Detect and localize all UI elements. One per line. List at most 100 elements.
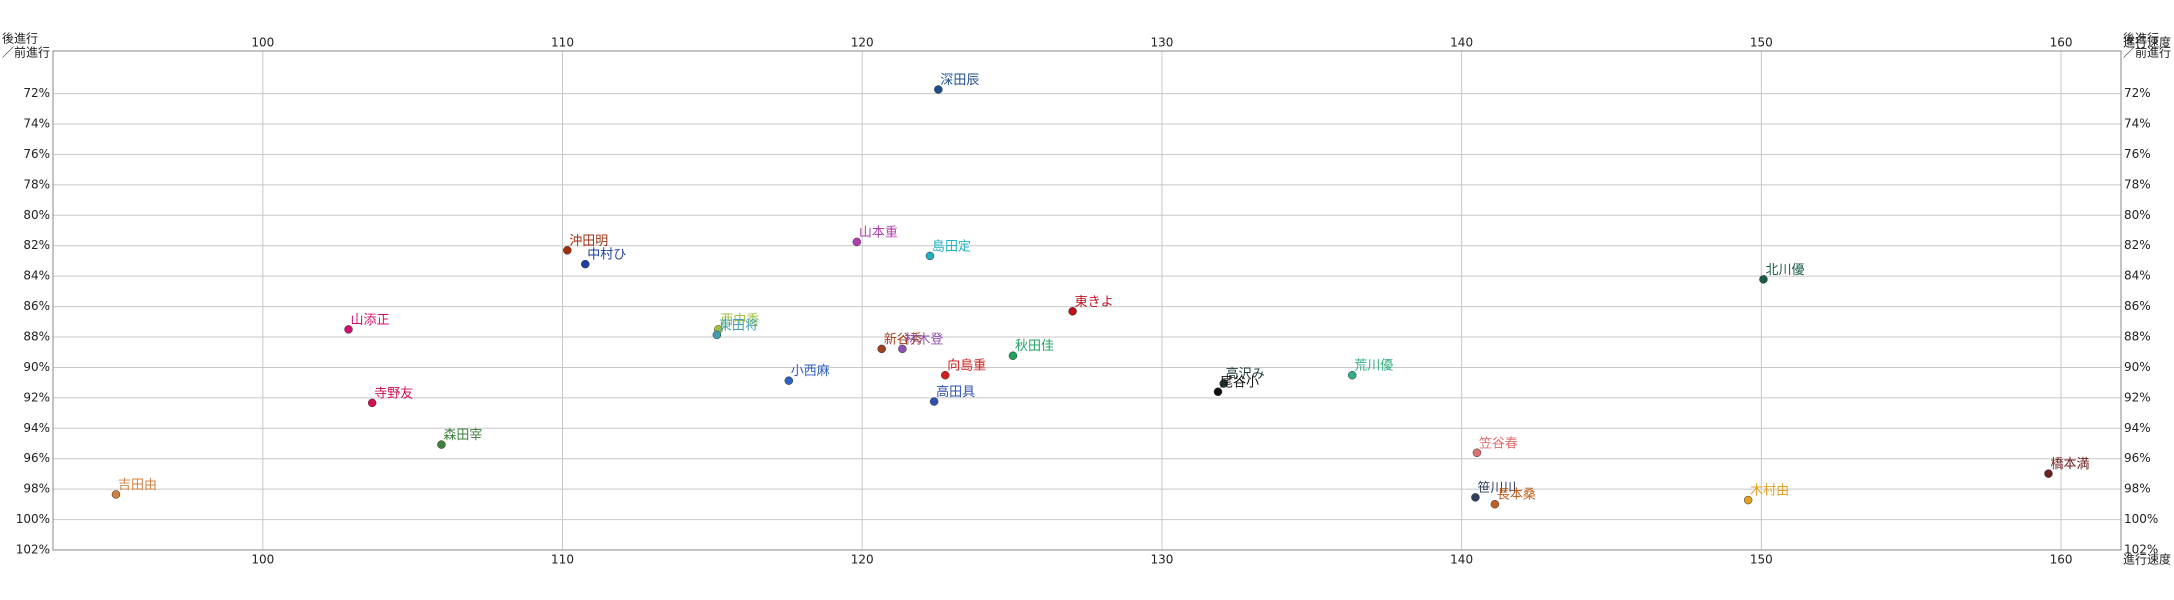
y-tick-label: 76% bbox=[23, 147, 50, 161]
x-tick-label: 140 bbox=[1450, 553, 1473, 567]
x-tick-label: 110 bbox=[551, 36, 574, 50]
x-tick-label: 160 bbox=[2050, 36, 2073, 50]
data-point bbox=[2044, 469, 2053, 478]
point-label: 島田定 bbox=[932, 239, 971, 254]
data-point bbox=[1213, 387, 1223, 397]
point-label: 北川優 bbox=[1765, 263, 1804, 278]
data-point bbox=[1219, 379, 1228, 388]
y-tick-label: 98% bbox=[2124, 482, 2151, 496]
y-tick-label: 100% bbox=[16, 512, 50, 526]
point-label: 橋本満 bbox=[2050, 457, 2089, 472]
point-label: 荒川優 bbox=[1354, 359, 1393, 374]
x-tick-label: 150 bbox=[1750, 36, 1773, 50]
y-tick-label: 94% bbox=[2124, 421, 2151, 435]
y-tick-label: 78% bbox=[23, 177, 50, 191]
x-tick-label: 130 bbox=[1150, 553, 1173, 567]
data-point bbox=[1008, 351, 1018, 360]
data-point bbox=[1471, 493, 1480, 502]
y-tick-label: 86% bbox=[23, 299, 50, 313]
point-label: 木村由 bbox=[1750, 484, 1789, 499]
x-tick-label: 160 bbox=[2050, 553, 2073, 567]
y-tick-label: 84% bbox=[23, 269, 50, 283]
data-point bbox=[111, 490, 121, 499]
point-label: 寺野友 bbox=[374, 385, 413, 401]
y-tick-label: 72% bbox=[2124, 86, 2151, 100]
y-tick-label: 102% bbox=[2124, 543, 2158, 557]
point-label: 高沢み bbox=[1226, 366, 1265, 382]
y-tick-label: 78% bbox=[2124, 177, 2151, 191]
y-axis-label: 後進行 bbox=[2, 32, 38, 46]
point-label: 林木登 bbox=[904, 332, 943, 347]
y-tick-label: 76% bbox=[2124, 147, 2151, 161]
y-tick-label: 88% bbox=[23, 330, 50, 344]
point-label: 尾谷小 bbox=[1220, 375, 1259, 390]
y-tick-label: 92% bbox=[23, 390, 50, 404]
y-tick-label: 72% bbox=[23, 86, 50, 100]
data-point bbox=[1759, 275, 1768, 284]
y-tick-label: 96% bbox=[2124, 451, 2151, 465]
data-point bbox=[367, 398, 377, 408]
data-point bbox=[581, 259, 590, 269]
y-tick-label: 96% bbox=[23, 451, 50, 465]
y-tick-label: 74% bbox=[23, 117, 50, 131]
point-label: 深田辰 bbox=[940, 73, 979, 88]
data-point bbox=[852, 237, 862, 247]
data-point bbox=[1068, 307, 1077, 316]
point-label: 小西麻 bbox=[791, 364, 830, 379]
y-axis-label: ／前進行 bbox=[2123, 45, 2171, 60]
point-label: 山本重 bbox=[859, 224, 898, 240]
point-label: 沖田明 bbox=[569, 234, 608, 249]
x-tick-label: 100 bbox=[251, 36, 274, 50]
data-point bbox=[929, 397, 939, 406]
point-label: 森田宰 bbox=[443, 427, 482, 443]
y-tick-label: 80% bbox=[2124, 208, 2151, 222]
y-tick-label: 94% bbox=[23, 421, 50, 435]
data-point bbox=[1743, 495, 1753, 505]
data-point bbox=[437, 440, 446, 449]
data-point bbox=[1490, 499, 1500, 509]
point-label: 山添正 bbox=[351, 313, 390, 328]
y-tick-label: 92% bbox=[2124, 390, 2151, 404]
data-point bbox=[563, 246, 572, 255]
data-point bbox=[898, 344, 907, 354]
y-tick-label: 84% bbox=[2124, 269, 2151, 283]
point-label: 西中秀 bbox=[720, 313, 759, 328]
y-tick-label: 74% bbox=[2124, 117, 2151, 131]
y-tick-label: 80% bbox=[23, 208, 50, 222]
x-tick-label: 150 bbox=[1750, 553, 1773, 567]
point-label: 秋田佳 bbox=[1015, 339, 1054, 354]
y-tick-label: 86% bbox=[2124, 299, 2151, 313]
point-label: 吉田由 bbox=[118, 478, 157, 493]
point-label: 高田具 bbox=[936, 384, 975, 400]
x-tick-label: 120 bbox=[851, 553, 874, 567]
x-tick-label: 110 bbox=[551, 553, 574, 567]
data-point bbox=[784, 376, 794, 385]
point-label: 東きよ bbox=[1075, 294, 1114, 310]
y-tick-label: 98% bbox=[23, 482, 50, 496]
y-tick-label: 82% bbox=[23, 238, 50, 252]
point-label: 向島重 bbox=[947, 358, 986, 374]
point-label: 長本桑 bbox=[1497, 488, 1536, 503]
data-point bbox=[344, 325, 353, 334]
y-axis-label: ／前進行 bbox=[2, 45, 50, 60]
point-label: 東田将 bbox=[719, 317, 758, 333]
data-point bbox=[925, 251, 935, 261]
point-label: 新谷秀 bbox=[884, 331, 923, 347]
y-tick-label: 102% bbox=[16, 543, 50, 557]
data-point bbox=[1347, 370, 1357, 380]
point-label: 笹川川 bbox=[1477, 480, 1516, 496]
data-point bbox=[934, 85, 943, 94]
x-tick-label: 100 bbox=[251, 553, 274, 567]
plot-frame bbox=[52, 50, 2122, 551]
data-point bbox=[712, 330, 722, 340]
data-point bbox=[1472, 448, 1482, 458]
x-axis-label: 進行速度 bbox=[2123, 35, 2171, 50]
point-label: 中村ひ bbox=[587, 248, 626, 263]
data-point bbox=[940, 370, 950, 380]
x-tick-label: 120 bbox=[851, 36, 874, 50]
y-tick-label: 82% bbox=[2124, 238, 2151, 252]
y-tick-label: 100% bbox=[2124, 512, 2158, 526]
x-tick-label: 140 bbox=[1450, 36, 1473, 50]
